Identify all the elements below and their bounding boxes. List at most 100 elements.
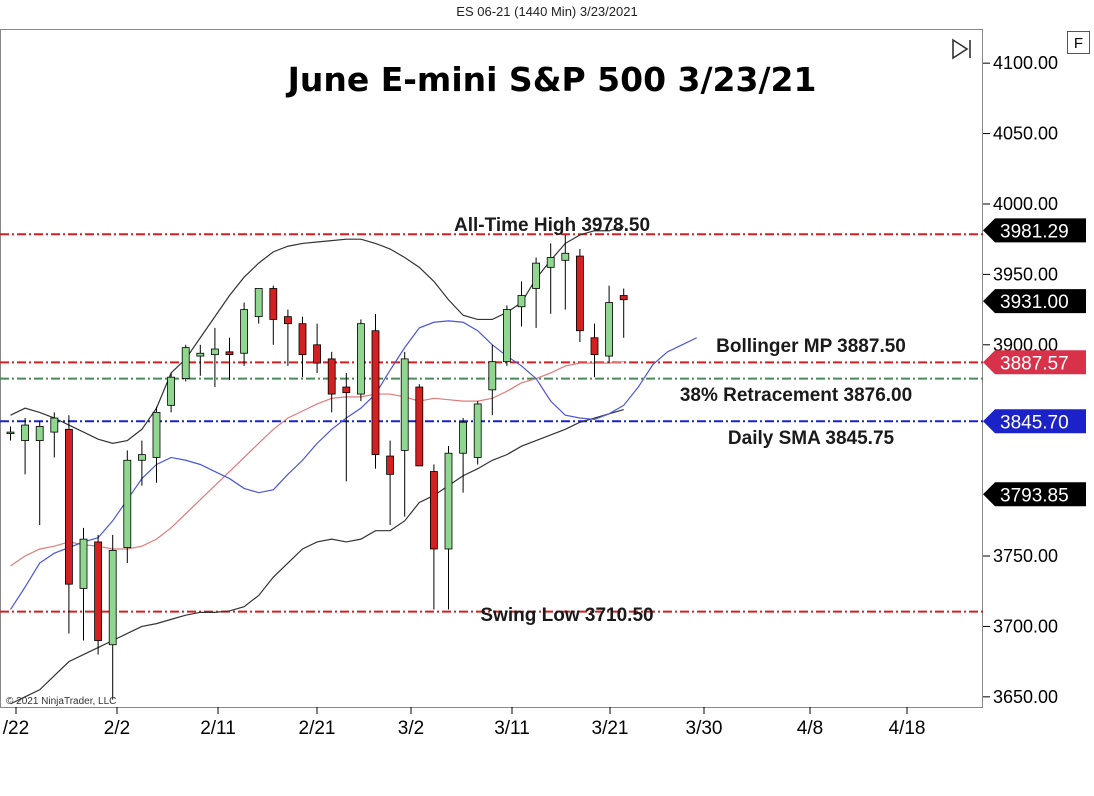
candle-body [152, 411, 161, 458]
x-tick-label: 2/2 [104, 718, 130, 739]
price-marker-label: 3793.85 [1000, 485, 1069, 506]
x-tick-label: 4/18 [889, 718, 926, 739]
candle-body [342, 386, 351, 394]
candle[interactable] [298, 316, 307, 378]
candle[interactable] [576, 249, 584, 342]
candle-body [35, 426, 44, 441]
candle[interactable] [50, 412, 59, 458]
candle[interactable] [327, 351, 336, 413]
candle[interactable] [342, 372, 351, 482]
x-tick-label: 3/21 [592, 718, 629, 739]
price-marker-bg [983, 409, 1086, 434]
price-marker-bg [983, 289, 1086, 314]
candle[interactable] [240, 302, 249, 366]
candle-body [473, 403, 482, 458]
candle[interactable] [488, 344, 497, 416]
candle[interactable] [137, 440, 146, 486]
level-label: Swing Low 3710.50 [480, 605, 653, 626]
y-tick-label: 3750.00 [993, 546, 1058, 566]
candle-body [225, 351, 234, 356]
candle[interactable] [35, 420, 44, 526]
candle[interactable] [181, 344, 190, 382]
price-marker-label: 3845.70 [1000, 412, 1069, 433]
candle[interactable] [94, 534, 102, 655]
candle-body [356, 323, 365, 395]
candle[interactable] [415, 384, 424, 467]
price-marker-label: 3887.57 [1000, 353, 1069, 374]
candle[interactable] [123, 450, 132, 564]
candle[interactable] [6, 426, 15, 441]
candle[interactable] [386, 440, 395, 526]
candle[interactable] [459, 418, 468, 493]
candle[interactable] [210, 327, 219, 388]
y-tick-label: 3950.00 [993, 264, 1058, 284]
candle-body [429, 471, 438, 550]
candle[interactable] [605, 285, 613, 364]
candle-body [21, 424, 30, 441]
f-button-label: F [1074, 35, 1083, 52]
candle[interactable] [400, 351, 409, 517]
candle[interactable] [619, 288, 628, 338]
candle[interactable] [313, 323, 322, 373]
x-tick-label: 2/21 [299, 718, 336, 739]
price-marker-label: 3981.29 [1000, 221, 1069, 242]
candle-body [532, 262, 540, 289]
candle-body [6, 431, 15, 435]
candle-body [196, 352, 205, 357]
price-marker-bg [983, 350, 1086, 375]
candle[interactable] [65, 415, 73, 634]
x-tick-label: 3/11 [494, 718, 530, 739]
level-label: Daily SMA 3845.75 [728, 428, 895, 449]
candle[interactable] [79, 527, 88, 641]
candle[interactable] [473, 401, 482, 465]
candle[interactable] [283, 309, 292, 366]
candle[interactable] [429, 464, 438, 610]
candle[interactable] [590, 323, 599, 378]
candle-body [444, 452, 453, 550]
candle[interactable] [108, 534, 117, 700]
candle[interactable] [196, 344, 205, 376]
y-tick-label: 4000.00 [993, 194, 1058, 214]
candle-body [400, 358, 409, 451]
candle-body [65, 428, 73, 585]
candle-body [502, 309, 511, 363]
candle-body [210, 348, 219, 356]
candle[interactable] [444, 446, 453, 610]
candle[interactable] [502, 305, 511, 366]
y-tick-label: 3650.00 [993, 687, 1058, 707]
x-tick-label: /22 [3, 718, 29, 739]
candle[interactable] [269, 285, 278, 345]
candle[interactable] [517, 281, 526, 327]
chart-title: June E-mini S&P 500 3/23/21 [286, 60, 817, 99]
candle[interactable] [167, 372, 176, 413]
level-label: 38% Retracement 3876.00 [680, 385, 912, 406]
candle[interactable] [561, 234, 570, 310]
candle[interactable] [152, 406, 161, 483]
candle-body [459, 421, 468, 454]
level-label: All-Time High 3978.50 [454, 215, 650, 236]
x-tick-label: 4/8 [797, 718, 823, 739]
candle-body [123, 459, 132, 548]
price-marker: 3981.29 [983, 218, 1086, 243]
candle-body [415, 386, 424, 467]
candle[interactable] [225, 337, 234, 380]
price-marker: 3845.70 [983, 409, 1086, 434]
price-marker: 3931.00 [983, 289, 1086, 314]
candle-body [327, 358, 336, 395]
play-to-end-icon[interactable] [952, 38, 971, 60]
candle[interactable] [356, 319, 365, 402]
candle[interactable] [546, 243, 555, 314]
candle-body [50, 417, 59, 433]
candle[interactable] [21, 418, 30, 475]
candle-body [298, 323, 307, 356]
candle[interactable] [371, 313, 380, 469]
candle-body [240, 309, 249, 354]
candle-body [269, 288, 278, 320]
candle-body [546, 257, 555, 268]
candle[interactable] [532, 257, 540, 328]
candle-body [181, 347, 190, 379]
f-button[interactable]: F [1067, 31, 1090, 54]
y-tick-label: 4100.00 [993, 53, 1058, 73]
candle[interactable] [254, 288, 263, 324]
